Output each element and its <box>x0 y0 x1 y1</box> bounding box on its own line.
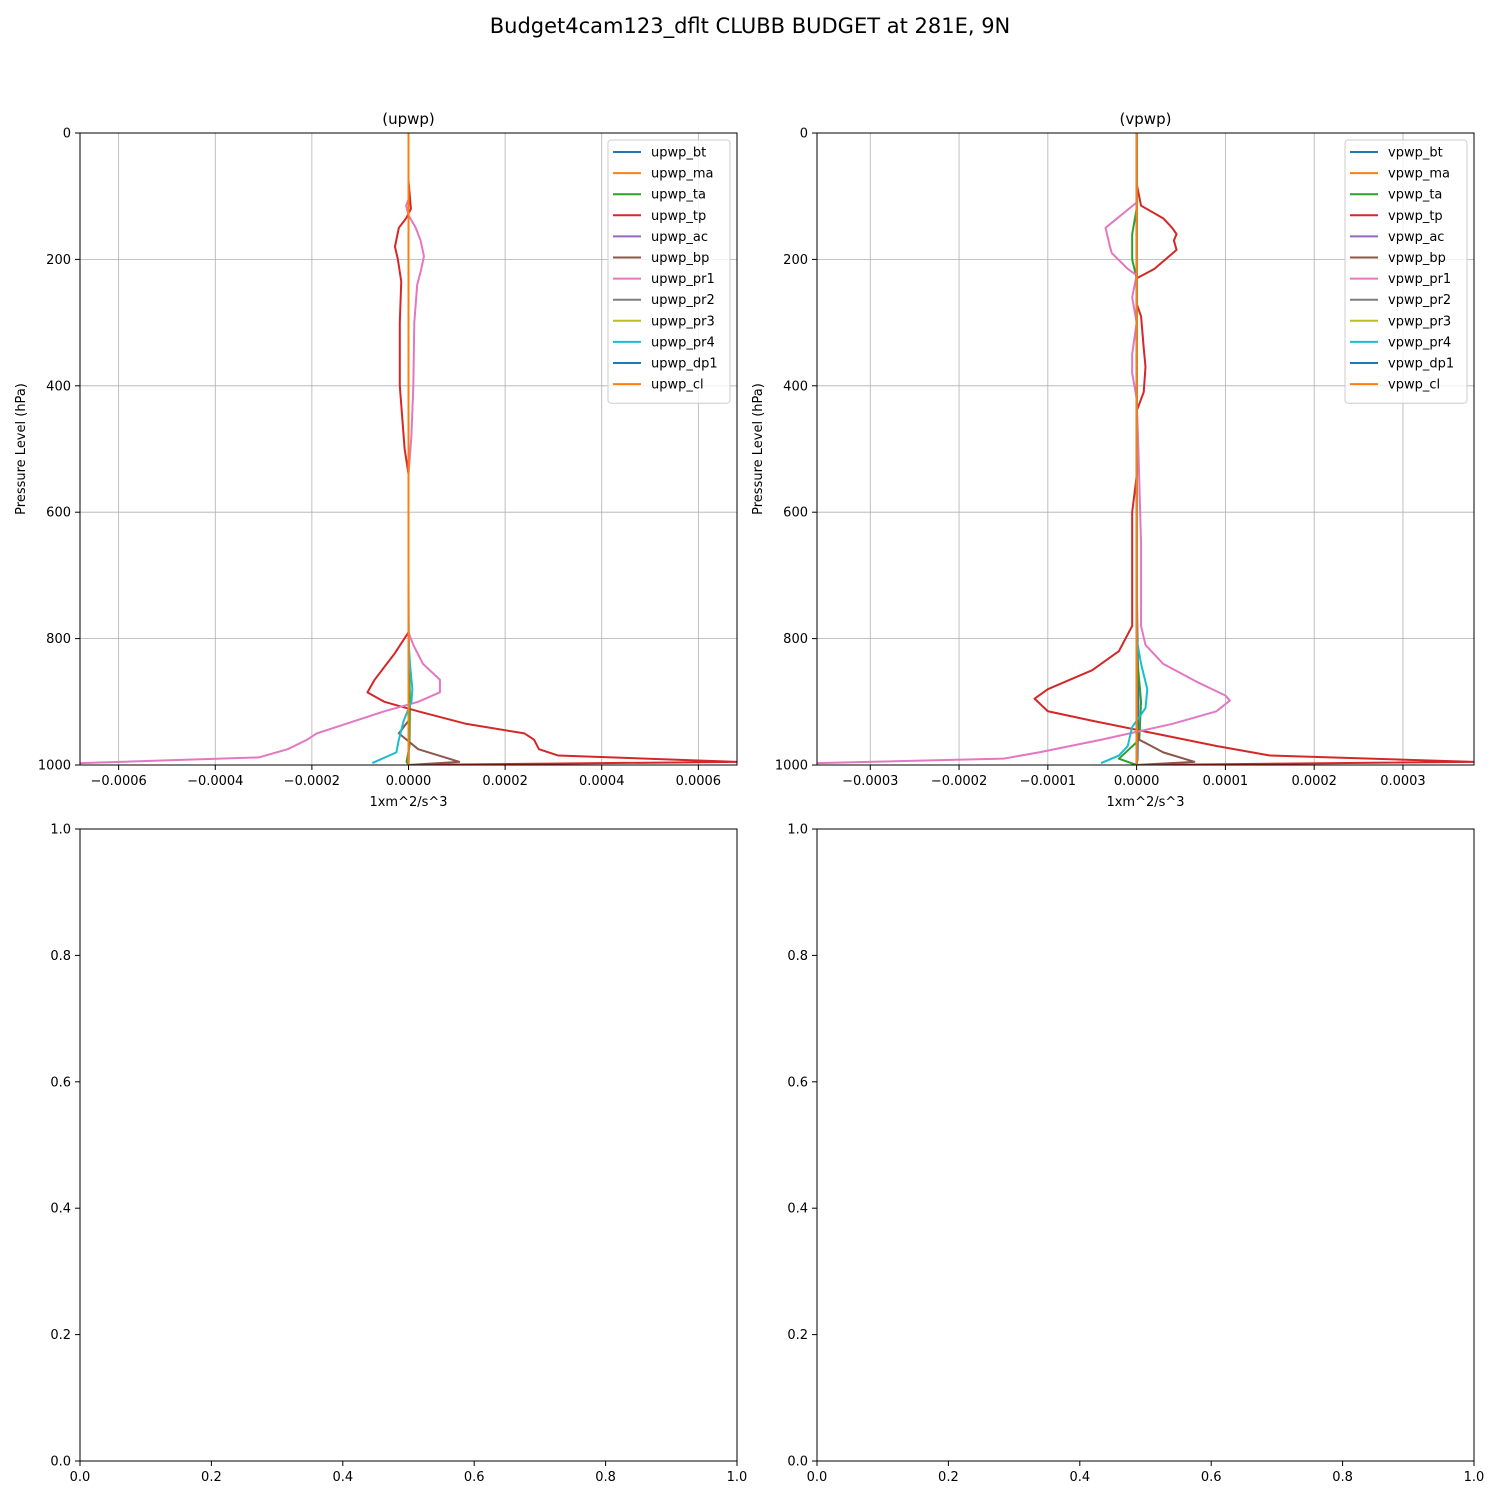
legend-label: upwp_dp1 <box>651 357 718 372</box>
x-tick-label: 0.4 <box>1069 1470 1090 1485</box>
y-tick-label: 0 <box>800 127 808 142</box>
legend-label: vpwp_pr3 <box>1388 314 1451 329</box>
y-tick-label: 800 <box>46 632 71 647</box>
y-axis-label: Pressure Level (hPa) <box>14 383 29 515</box>
x-tick-label: 0.0 <box>70 1470 91 1485</box>
y-tick-label: 600 <box>46 506 71 521</box>
x-tick-label: 0.0001 <box>1203 774 1249 789</box>
x-axis-label: 1xm^2/s^3 <box>369 795 447 810</box>
legend-label: upwp_bt <box>651 146 706 161</box>
y-tick-label: 1000 <box>38 759 71 774</box>
legend-label: upwp_pr2 <box>651 293 715 308</box>
legend-label: upwp_ac <box>651 230 708 245</box>
legend-label: vpwp_bp <box>1388 251 1446 266</box>
x-tick-label: 0.2 <box>201 1470 222 1485</box>
x-tick-label: 0.0000 <box>1114 774 1160 789</box>
y-tick-label: 200 <box>46 253 71 268</box>
x-tick-label: 0.6 <box>464 1470 485 1485</box>
y-tick-label: 0.8 <box>787 949 808 964</box>
x-tick-label: −0.0006 <box>90 774 146 789</box>
x-tick-label: −0.0004 <box>187 774 243 789</box>
plot-area <box>817 829 1474 1461</box>
x-tick-label: 0.0000 <box>386 774 432 789</box>
x-tick-label: 0.4 <box>332 1470 353 1485</box>
legend-label: upwp_cl <box>651 378 704 393</box>
x-tick-label: 0.8 <box>595 1470 616 1485</box>
x-tick-label: 0.0 <box>807 1470 828 1485</box>
legend-label: upwp_ta <box>651 188 706 203</box>
x-axis-label: 1xm^2/s^3 <box>1106 795 1184 810</box>
x-tick-label: 0.0006 <box>676 774 722 789</box>
y-tick-label: 0.2 <box>50 1328 71 1343</box>
subplot-title: (upwp) <box>382 110 435 128</box>
x-tick-label: 0.0002 <box>1291 774 1337 789</box>
y-tick-label: 400 <box>46 379 71 394</box>
y-tick-label: 800 <box>783 632 808 647</box>
x-tick-label: 0.6 <box>1201 1470 1222 1485</box>
y-tick-label: 1000 <box>775 759 808 774</box>
legend-label: vpwp_ac <box>1388 230 1444 245</box>
legend-label: upwp_pr4 <box>651 335 715 350</box>
legend-label: vpwp_cl <box>1388 378 1440 393</box>
legend-label: vpwp_ta <box>1388 188 1442 203</box>
legend: vpwp_bt vpwp_ma vpwp_ta vpwp_tp vpwp_ac vpwp_… <box>1345 140 1467 403</box>
legend-label: vpwp_tp <box>1388 209 1443 224</box>
y-tick-label: 0.4 <box>50 1202 71 1217</box>
x-tick-label: 0.0002 <box>482 774 528 789</box>
x-tick-label: 0.0003 <box>1380 774 1426 789</box>
x-tick-label: 1.0 <box>727 1470 748 1485</box>
subplot-2: −0.0003 −0.0002 −0.0001 0.0000 0.0001 0.0002 0… <box>751 110 1474 810</box>
y-tick-label: 0.6 <box>787 1075 808 1090</box>
y-axis-label: Pressure Level (hPa) <box>751 383 766 515</box>
subplot-3: 0.0 0.2 0.4 0.6 0.8 1.0 0.0 0.2 0.4 0.6 0.8 1.0 <box>50 823 747 1486</box>
legend-label: upwp_ma <box>651 167 714 182</box>
legend-label: upwp_tp <box>651 209 706 224</box>
y-tick-label: 400 <box>783 379 808 394</box>
x-tick-label: 1.0 <box>1464 1470 1485 1485</box>
x-tick-label: −0.0002 <box>284 774 340 789</box>
y-tick-label: 0.4 <box>787 1202 808 1217</box>
legend-label: vpwp_bt <box>1388 146 1443 161</box>
legend-label: vpwp_pr4 <box>1388 335 1451 350</box>
legend-label: upwp_bp <box>651 251 709 266</box>
subplot-1: −0.0006 −0.0004 −0.0002 0.0000 0.0002 0.0004 0… <box>14 110 737 810</box>
x-tick-label: −0.0001 <box>1020 774 1076 789</box>
y-tick-label: 0.8 <box>50 949 71 964</box>
legend-label: upwp_pr3 <box>651 314 715 329</box>
legend-label: vpwp_dp1 <box>1388 357 1454 372</box>
figure-title: Budget4cam123_dflt CLUBB BUDGET at 281E,… <box>0 14 1500 38</box>
legend-label: vpwp_pr2 <box>1388 293 1451 308</box>
y-tick-label: 200 <box>783 253 808 268</box>
x-tick-label: −0.0002 <box>931 774 987 789</box>
plot-area <box>80 829 737 1461</box>
y-tick-label: 600 <box>783 506 808 521</box>
x-tick-label: 0.0004 <box>579 774 625 789</box>
y-tick-label: 0.2 <box>787 1328 808 1343</box>
x-tick-label: 0.8 <box>1332 1470 1353 1485</box>
subplot-4: 0.0 0.2 0.4 0.6 0.8 1.0 0.0 0.2 0.4 0.6 0.8 1.0 <box>787 823 1484 1486</box>
legend-label: vpwp_pr1 <box>1388 272 1451 287</box>
x-tick-label: −0.0003 <box>842 774 898 789</box>
y-tick-label: 0.0 <box>787 1455 808 1470</box>
legend-label: upwp_pr1 <box>651 272 715 287</box>
x-tick-label: 0.2 <box>938 1470 959 1485</box>
legend: upwp_bt upwp_ma upwp_ta upwp_tp upwp_ac upwp_… <box>608 140 730 403</box>
y-tick-label: 0.0 <box>50 1455 71 1470</box>
subplot-title: (vpwp) <box>1120 110 1172 128</box>
y-tick-label: 0.6 <box>50 1075 71 1090</box>
y-tick-label: 0 <box>63 127 71 142</box>
y-tick-label: 1.0 <box>787 823 808 838</box>
y-tick-label: 1.0 <box>50 823 71 838</box>
legend-label: vpwp_ma <box>1388 167 1450 182</box>
